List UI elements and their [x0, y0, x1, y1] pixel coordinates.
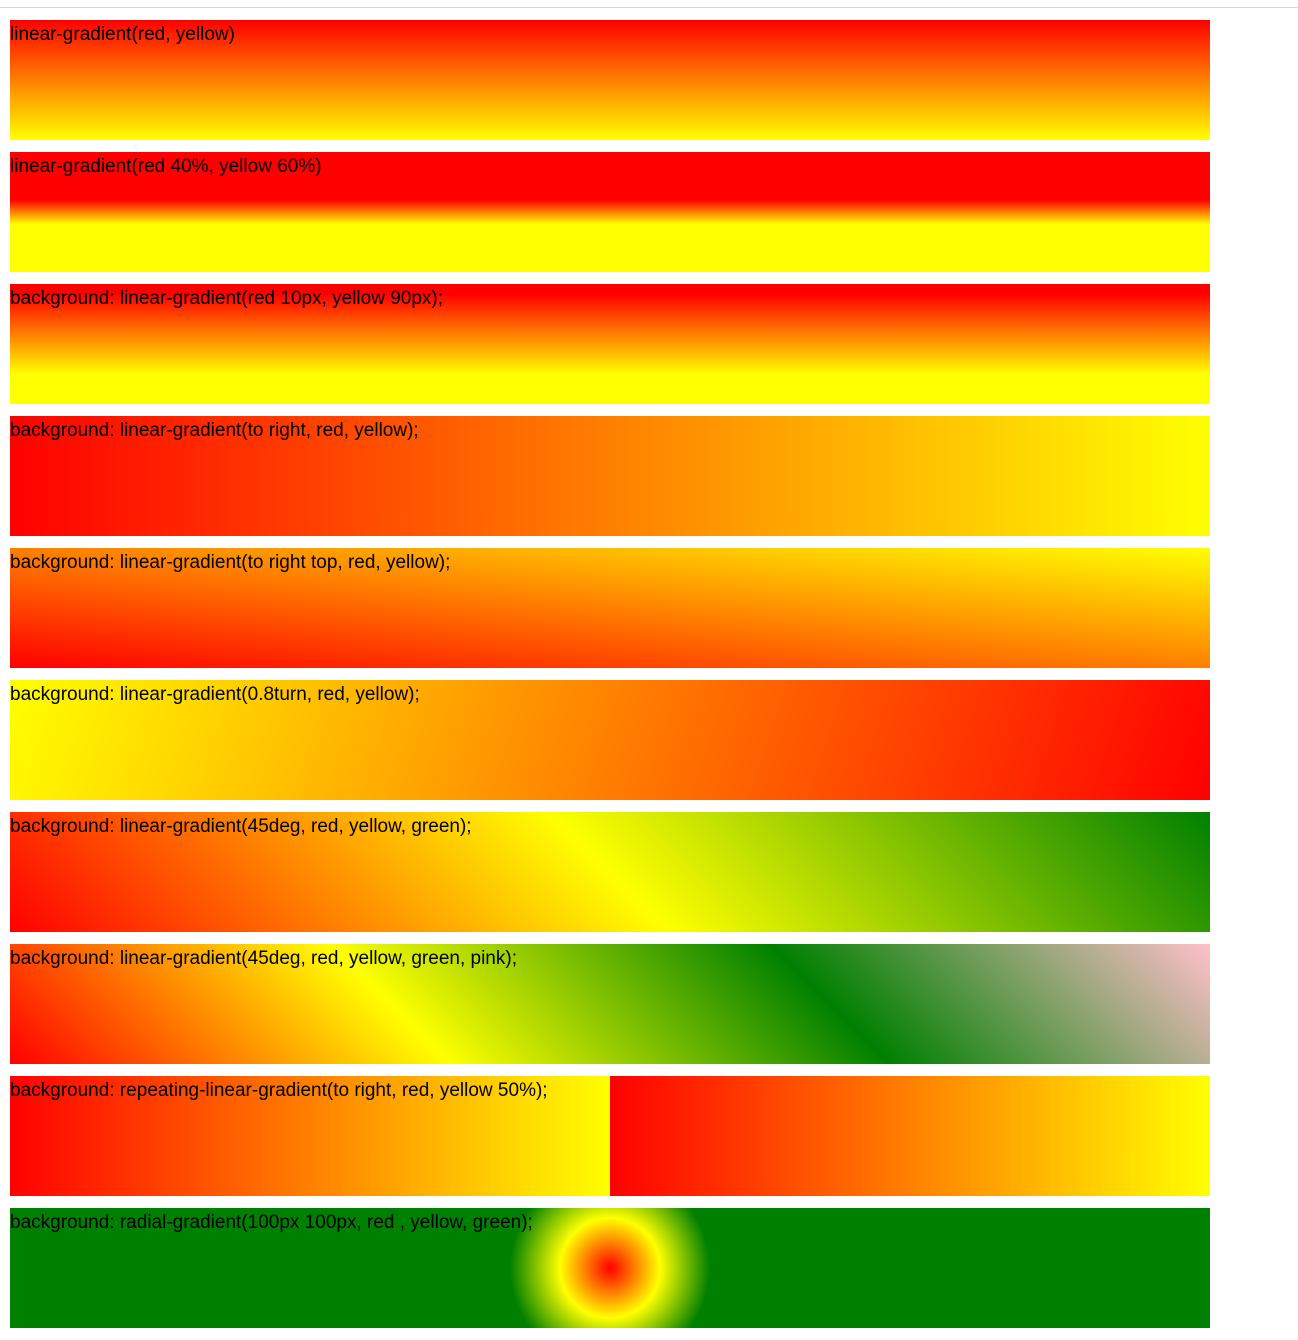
gradient-box-repeating-linear: background: repeating-linear-gradient(to… — [10, 1076, 1210, 1196]
gradient-box-label: background: radial-gradient(100px 100px,… — [10, 1212, 533, 1233]
top-divider-bar — [0, 0, 1298, 8]
gradient-box-0-8turn: background: linear-gradient(0.8turn, red… — [10, 680, 1210, 800]
gradient-box-red-yellow: linear-gradient(red, yellow) — [10, 20, 1210, 140]
gradient-box-radial: background: radial-gradient(100px 100px,… — [10, 1208, 1210, 1328]
gradient-box-to-right-top: background: linear-gradient(to right top… — [10, 548, 1210, 668]
gradient-box-label: background: linear-gradient(red 10px, ye… — [10, 288, 444, 309]
gradient-box-label: background: linear-gradient(45deg, red, … — [10, 816, 472, 837]
gradient-box-label: linear-gradient(red, yellow) — [10, 24, 235, 45]
gradient-box-red10px-yellow90px: background: linear-gradient(red 10px, ye… — [10, 284, 1210, 404]
gradient-box-label: background: linear-gradient(0.8turn, red… — [10, 684, 420, 705]
gradient-box-label: background: linear-gradient(to right top… — [10, 552, 451, 573]
gradient-box-label: background: linear-gradient(to right, re… — [10, 420, 419, 441]
gradient-box-45deg-three-colors: background: linear-gradient(45deg, red, … — [10, 812, 1210, 932]
gradient-box-to-right: background: linear-gradient(to right, re… — [10, 416, 1210, 536]
gradient-box-45deg-four-colors: background: linear-gradient(45deg, red, … — [10, 944, 1210, 1064]
gradient-demo-list: linear-gradient(red, yellow) linear-grad… — [10, 20, 1210, 1340]
gradient-box-label: background: repeating-linear-gradient(to… — [10, 1080, 548, 1101]
gradient-box-red40-yellow60: linear-gradient(red 40%, yellow 60%) — [10, 152, 1210, 272]
gradient-box-label: linear-gradient(red 40%, yellow 60%) — [10, 156, 322, 177]
gradient-box-label: background: linear-gradient(45deg, red, … — [10, 948, 517, 969]
